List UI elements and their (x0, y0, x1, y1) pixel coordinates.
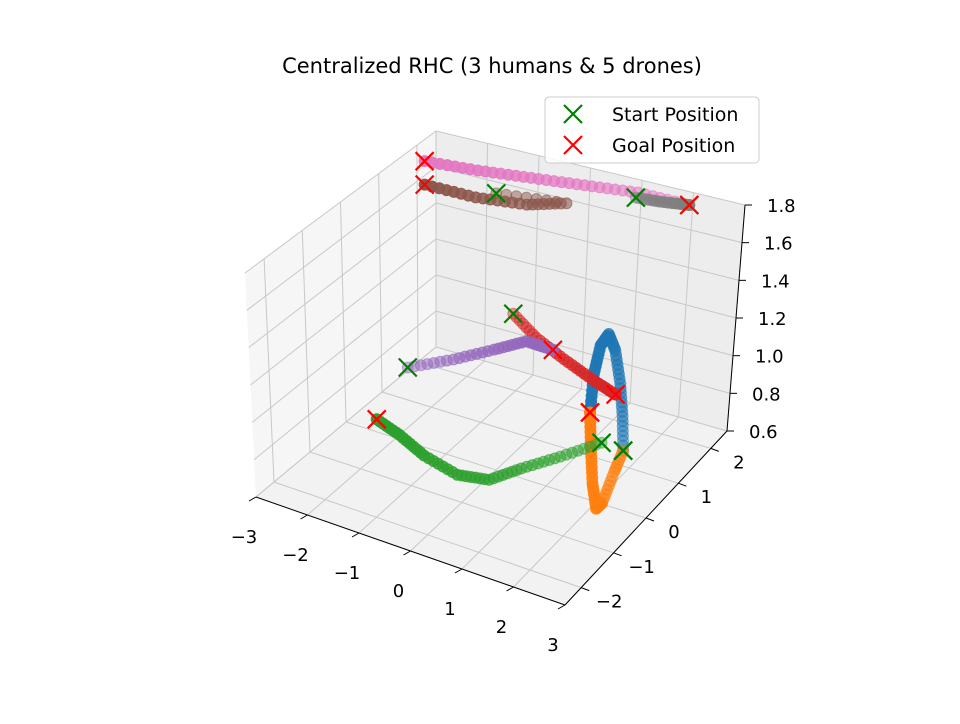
y-tick-mark (645, 517, 655, 522)
z-tick-label: 1.6 (764, 234, 793, 255)
trajectory-point (589, 438, 602, 451)
legend-entry-goal: Goal Position (563, 135, 735, 157)
trajectory-series (584, 328, 630, 457)
start-marker (613, 440, 633, 461)
z-axis-ticks: 0.6 0.8 1.0 1.2 1.4 1.6 1.8 (727, 196, 796, 443)
x-tick-label: −2 (282, 545, 309, 566)
legend-entry-start: Start Position (563, 104, 738, 126)
gridline-z-left (248, 202, 437, 349)
start-goal-markers (366, 151, 700, 461)
y-tick-label: 2 (733, 452, 744, 473)
y-tick-label: −1 (628, 557, 655, 578)
gridline-z-back (435, 202, 740, 281)
goal-marker (605, 384, 626, 405)
gridline-z-left (253, 310, 437, 461)
y-tick-mark (581, 587, 590, 592)
z-tick-label: 0.8 (752, 384, 781, 405)
y-tick-label: 0 (668, 522, 679, 543)
trajectory-point (583, 440, 596, 453)
z-tick-label: 1.2 (758, 309, 787, 330)
z-tick-label: 0.6 (749, 422, 778, 443)
legend-goal-marker-icon (563, 135, 583, 155)
start-marker (626, 187, 646, 208)
legend-start-marker-icon (563, 104, 583, 124)
y-tick-label: 1 (701, 487, 712, 508)
gridline-z-left (246, 166, 437, 311)
legend-label-goal: Goal Position (612, 135, 735, 157)
gridline-z-left (252, 274, 437, 423)
goal-marker (679, 195, 700, 215)
y-axis-ticks: −2−1 0 12 (581, 447, 745, 613)
goal-marker (366, 409, 387, 430)
trajectory-point (577, 442, 590, 455)
x-tick-label: 0 (393, 581, 404, 602)
goal-marker (414, 151, 435, 171)
x-tick-label: −1 (334, 563, 361, 584)
gridline-y-floor (273, 481, 582, 589)
gridline-z-back (435, 346, 728, 432)
goal-marker (414, 174, 435, 195)
gridline-z-left (255, 346, 437, 498)
y-tick-mark (613, 552, 622, 557)
chart-title: Centralized RHC (3 humans & 5 drones) (282, 54, 702, 78)
x-tick-label: 2 (496, 617, 507, 638)
x-tick-mark (506, 586, 514, 592)
x-tick-label: −3 (231, 527, 258, 548)
legend: Start Position Goal Position (544, 96, 760, 164)
legend-box (544, 96, 760, 164)
start-marker (503, 303, 524, 324)
z-tick-label: 1.4 (761, 271, 790, 292)
x-tick-label: 1 (444, 599, 455, 620)
start-marker (397, 357, 418, 378)
legend-start-x (563, 104, 583, 124)
gridline-y-floor (381, 391, 679, 484)
x-axis-ticks: −3 −2 −1 0 1 2 3 (231, 496, 566, 656)
gridline-z-back (435, 166, 743, 244)
trajectories (370, 155, 696, 515)
legend-goal-x (563, 135, 583, 155)
gridline-z-back (435, 274, 734, 357)
x-tick-mark (300, 514, 308, 520)
goal-marker (543, 340, 563, 360)
gridline-y-floor (417, 361, 711, 449)
start-marker (591, 433, 612, 453)
x-tick-mark (557, 604, 566, 610)
gridline-y-floor (309, 451, 614, 554)
goal-marker (580, 402, 600, 423)
x-tick-mark (248, 496, 257, 502)
z-tick-label: 1.0 (755, 347, 784, 368)
gridline-z-left (250, 238, 437, 386)
y-tick-label: −2 (596, 592, 623, 613)
x-tick-mark (454, 568, 463, 574)
legend-label-start: Start Position (612, 104, 738, 126)
z-tick-label: 1.8 (767, 196, 796, 217)
trajectory-series (418, 155, 696, 211)
gridline-z-back (435, 130, 746, 206)
start-marker (486, 183, 507, 204)
x-tick-mark (403, 550, 411, 556)
y-tick-mark (678, 482, 687, 487)
gridline-z-back (435, 238, 737, 319)
x-tick-label: 3 (547, 635, 558, 656)
x-tick-mark (351, 532, 360, 538)
y-tick-mark (710, 447, 719, 452)
gridline-z-back (435, 310, 731, 394)
trajectory-point (616, 434, 629, 447)
gridline-z-left (244, 130, 437, 274)
